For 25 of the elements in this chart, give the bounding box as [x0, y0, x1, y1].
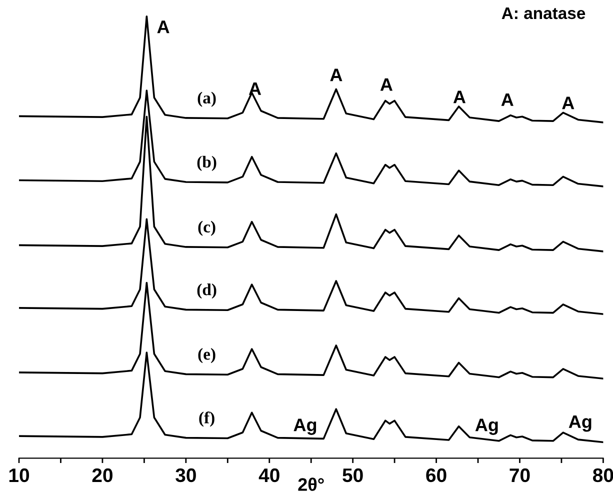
annotation: A: anatase [502, 7, 586, 20]
series-label: (f) [199, 411, 214, 427]
annotation: A [330, 68, 342, 82]
x-tick-label: 80 [592, 468, 613, 482]
annotation: Ag [568, 415, 592, 432]
series-label: (c) [198, 220, 216, 236]
annotation: Ag [475, 418, 498, 435]
annotation: A [157, 20, 170, 34]
x-tick-label: 40 [258, 468, 280, 482]
annotation: A [380, 78, 392, 91]
x-tick-label: 60 [426, 468, 446, 482]
series-label: (e) [198, 348, 216, 364]
x-tick-label: 50 [342, 468, 363, 482]
x-axis-title: 2θ° [298, 478, 324, 491]
series-label: (a) [198, 92, 216, 107]
series-label: (b) [197, 156, 216, 171]
x-tick-label: 30 [176, 468, 196, 482]
annotation: A [562, 96, 574, 110]
series-label: (d) [197, 284, 216, 299]
annotation: Ag [294, 418, 316, 435]
annotation: A [501, 93, 514, 106]
annotation: A [453, 90, 466, 104]
x-tick-label: 20 [92, 468, 112, 482]
x-tick-label: 10 [9, 468, 30, 482]
x-tick-label: 70 [510, 468, 530, 482]
